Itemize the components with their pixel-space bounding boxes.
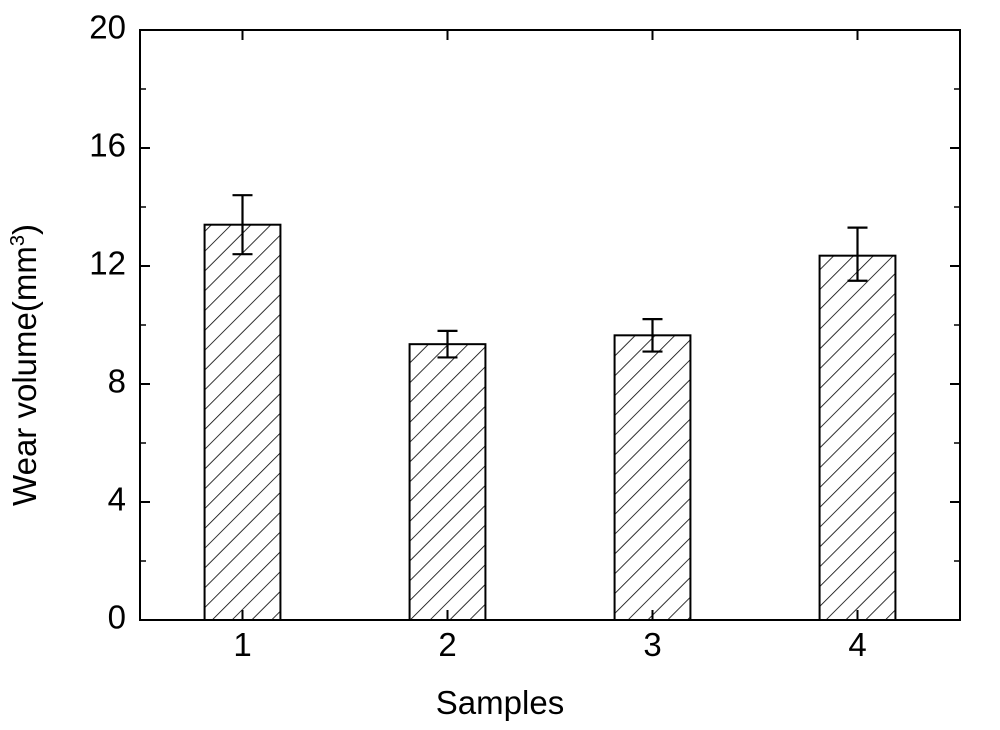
y-tick-label: 0 xyxy=(108,599,126,636)
x-tick-label: 4 xyxy=(848,626,866,663)
bar xyxy=(410,344,486,620)
x-tick-label: 3 xyxy=(643,626,661,663)
y-tick-label: 8 xyxy=(108,363,126,400)
chart-container: Wear volume(mm3) Samples 0481216201234 xyxy=(0,0,1000,730)
bar xyxy=(205,225,281,620)
y-tick-label: 16 xyxy=(89,127,126,164)
x-tick-label: 2 xyxy=(438,626,456,663)
chart-svg: 0481216201234 xyxy=(0,0,1000,730)
bar xyxy=(615,335,691,620)
bar xyxy=(820,256,896,620)
y-tick-label: 4 xyxy=(108,481,126,518)
y-tick-label: 12 xyxy=(89,245,126,282)
x-tick-label: 1 xyxy=(233,626,251,663)
y-tick-label: 20 xyxy=(89,9,126,46)
